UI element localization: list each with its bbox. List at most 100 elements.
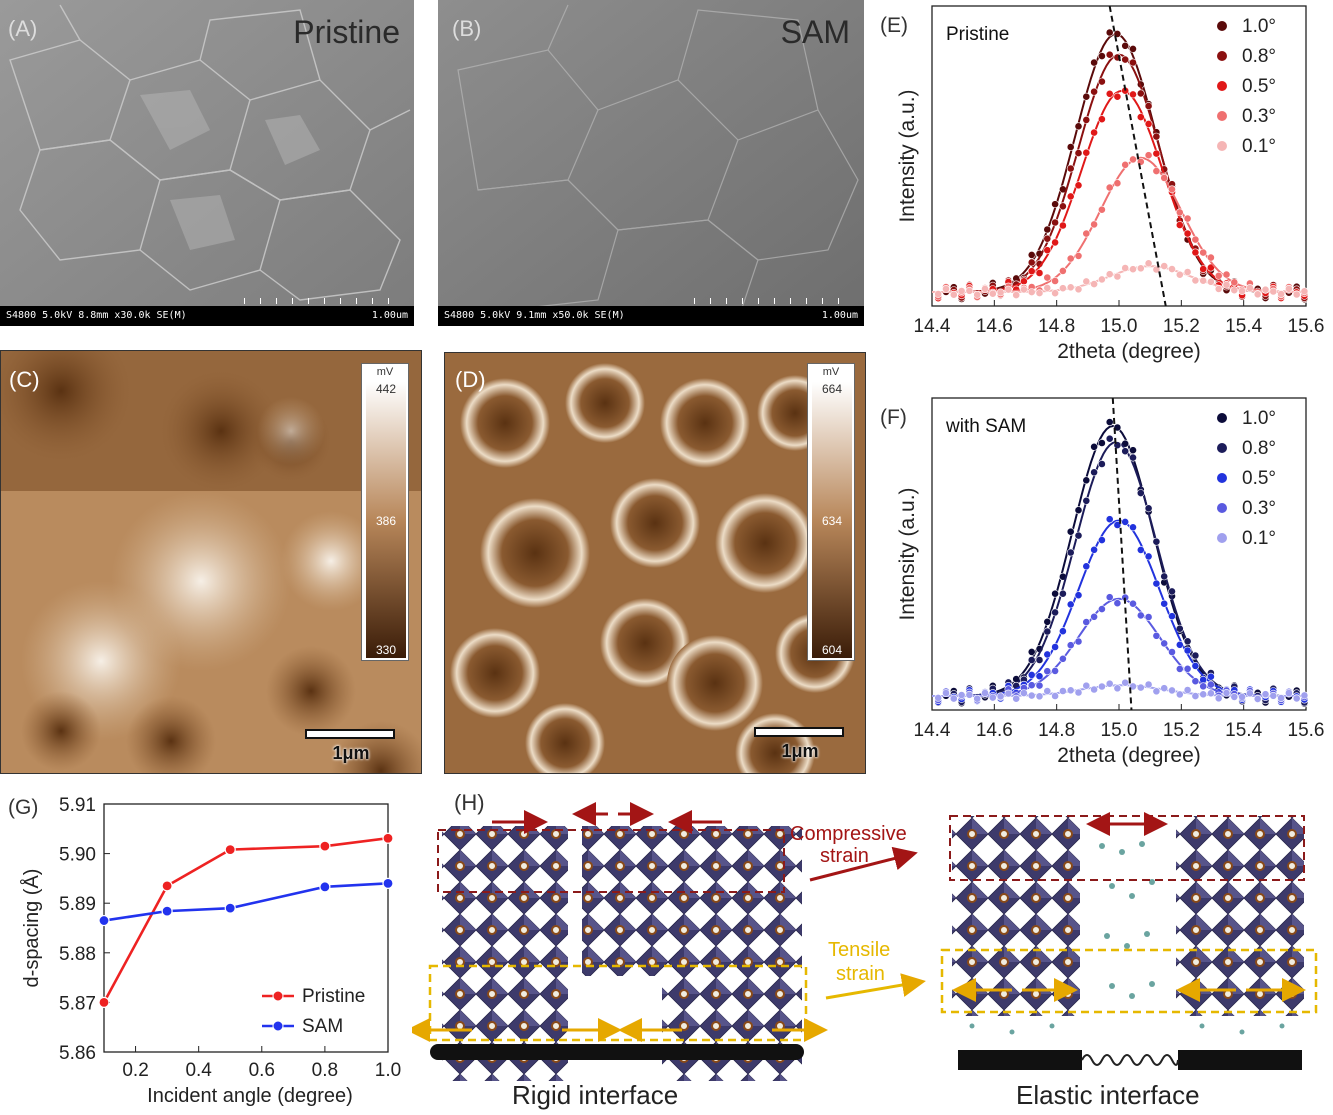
x-tick-label: 14.8 [1038, 316, 1075, 337]
data-point [1284, 689, 1293, 697]
data-point [1230, 286, 1239, 295]
data-point [1043, 225, 1052, 234]
chart-svg: 14.4 14.6 14.8 15.0 15.2 15.4 15.6 2theta (degr… [880, 5, 1324, 363]
y-axis-label: d-spacing (Å) [20, 869, 43, 988]
sem-info-text: S4800 5.0kV 9.1mm x50.0k SE(M) [444, 310, 625, 321]
data-point [1152, 167, 1161, 175]
data-point [1206, 689, 1215, 698]
data-point [1144, 151, 1153, 160]
data-point [1090, 442, 1098, 451]
colorbar-d: mV 664 634 604 [807, 363, 855, 661]
data-point [1105, 183, 1114, 192]
data-point [1183, 229, 1192, 238]
data-point [1168, 612, 1176, 621]
legend-marker [272, 990, 284, 1002]
data-point [1175, 640, 1184, 649]
data-point [1105, 434, 1114, 443]
data-point [1074, 285, 1083, 294]
data-point [1105, 593, 1114, 602]
legend-marker [1217, 111, 1227, 121]
elastic-interface-label: Elastic interface [1016, 1080, 1200, 1110]
data-point [1105, 418, 1114, 426]
elastic-substrate-left [958, 1050, 1082, 1070]
data-point [1214, 284, 1223, 293]
data-point [1082, 562, 1091, 571]
x-tick-label: 0.4 [185, 1060, 212, 1081]
scalebar-c: 1μm [301, 729, 401, 769]
data-point [1074, 637, 1083, 646]
data-point [1105, 89, 1114, 98]
data-point [1261, 690, 1270, 699]
data-point [1051, 643, 1059, 651]
data-point [1090, 220, 1098, 229]
data-point [1051, 277, 1059, 285]
elastic-substrate-right [1178, 1050, 1302, 1070]
data-point [1043, 667, 1052, 676]
data-point [1113, 179, 1122, 188]
data-point [1222, 270, 1231, 279]
data-point [1097, 77, 1106, 86]
spring [1081, 1054, 1179, 1066]
scalebar-line [305, 729, 395, 739]
legend-marker [1217, 141, 1227, 151]
data-point [1105, 270, 1114, 279]
panel-annotation: with SAM [945, 416, 1026, 437]
data-point [1090, 468, 1098, 477]
data-point [1082, 92, 1091, 101]
data-point [1066, 686, 1075, 695]
data-point [1144, 259, 1153, 268]
data-point [1051, 238, 1059, 247]
data-point [1058, 221, 1067, 230]
data-point [1012, 291, 1021, 299]
data-point [1129, 90, 1137, 99]
data-point [1082, 229, 1091, 238]
data-point [1152, 631, 1161, 640]
data-point [1004, 285, 1013, 294]
data-point [1168, 185, 1176, 194]
compressive-pointer [809, 846, 918, 882]
data-point [1019, 689, 1028, 697]
data-point [1097, 605, 1106, 613]
data-point [1253, 290, 1262, 299]
legend-marker [1217, 413, 1227, 423]
legend-marker [1217, 443, 1227, 453]
data-point [965, 690, 974, 699]
data-point [1129, 523, 1137, 532]
data-point [1300, 287, 1309, 296]
data-point [1129, 45, 1137, 53]
data-point [224, 902, 236, 914]
data-point [1105, 50, 1114, 59]
tensile-label-line1: Tensile [828, 939, 890, 961]
data-point [1269, 691, 1278, 700]
data-point [1292, 290, 1301, 299]
data-point [1082, 116, 1091, 124]
data-point [1058, 654, 1067, 663]
data-point [1051, 589, 1059, 598]
data-point [1082, 618, 1091, 626]
data-point [1074, 251, 1083, 260]
sem-scale-text: 1.00um [821, 310, 858, 321]
data-point [1097, 52, 1106, 60]
scalebar-line [754, 727, 844, 737]
data-point [1090, 128, 1098, 137]
data-point [1082, 148, 1091, 157]
data-point [1121, 517, 1130, 526]
data-point [1129, 682, 1137, 691]
y-tick-label: 5.89 [59, 894, 96, 915]
data-point [1043, 650, 1052, 659]
legend-marker [1217, 21, 1227, 31]
data-point [1129, 265, 1137, 274]
data-point [1004, 689, 1013, 698]
data-point [1238, 287, 1246, 295]
fit-curve [932, 424, 1306, 697]
data-point [1206, 253, 1215, 262]
fit-curve [932, 597, 1306, 697]
data-point [957, 691, 966, 699]
data-point [1027, 288, 1036, 296]
data-point [1160, 684, 1169, 693]
data-point [1183, 268, 1192, 276]
data-point [1160, 639, 1169, 648]
data-point [1027, 267, 1036, 276]
data-point [1269, 287, 1278, 296]
data-point [1136, 683, 1145, 692]
